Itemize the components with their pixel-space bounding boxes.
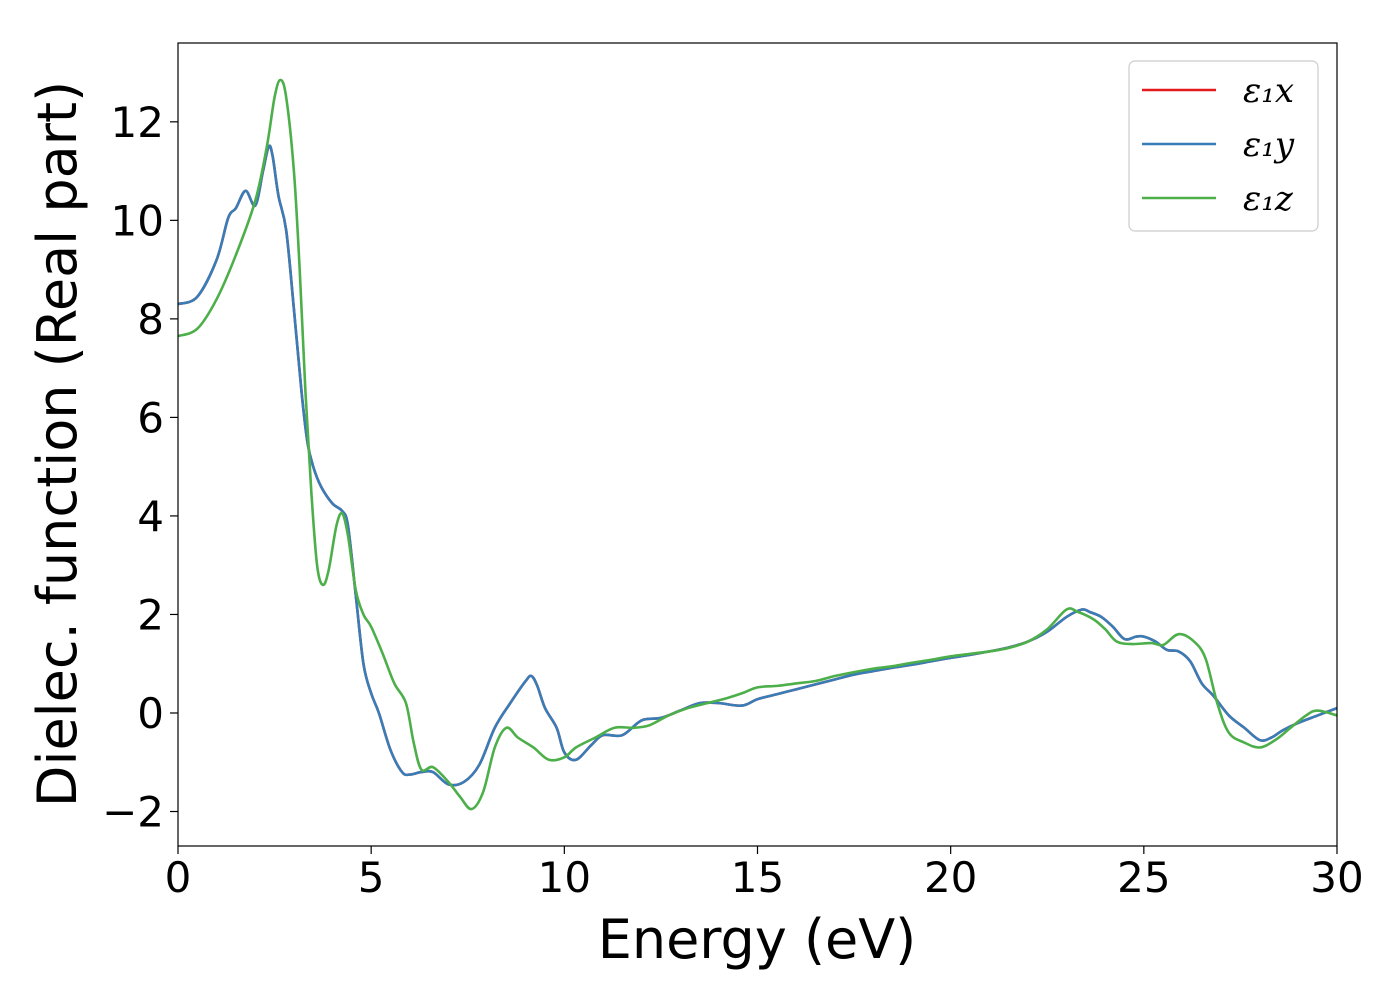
x-tick-label: 0: [165, 853, 192, 902]
series-layer: [178, 78, 1337, 811]
x-tick-label: 10: [538, 853, 591, 902]
y-tick-label: 10: [111, 196, 164, 245]
series-line-2: [178, 78, 1337, 811]
y-tick-label: 2: [137, 590, 164, 639]
x-axis: 0 5 10 15 20 25 30: [165, 846, 1364, 902]
legend: ε₁x ε₁y ε₁z: [1128, 60, 1319, 232]
y-tick-label: 4: [137, 492, 164, 541]
y-tick-label: −2: [102, 788, 164, 837]
y-axis-label: Dielec. function (Real part): [26, 81, 89, 807]
x-tick-label: 25: [1117, 853, 1170, 902]
legend-label-1: ε₁y: [1243, 125, 1295, 165]
y-tick-label: 8: [137, 295, 164, 344]
y-tick-label: 0: [137, 689, 164, 738]
y-tick-label: 6: [137, 393, 164, 442]
x-tick-label: 5: [358, 853, 385, 902]
legend-box: [1128, 60, 1319, 232]
y-tick-label: 12: [111, 98, 164, 147]
x-axis-label: Energy (eV): [598, 908, 917, 971]
x-tick-label: 20: [924, 853, 977, 902]
y-axis: −2 0 2 4 6 8 10 12: [102, 98, 178, 837]
x-tick-label: 30: [1310, 853, 1363, 902]
legend-label-2: ε₁z: [1243, 179, 1294, 219]
legend-label-0: ε₁x: [1243, 71, 1294, 111]
x-tick-label: 15: [731, 853, 784, 902]
